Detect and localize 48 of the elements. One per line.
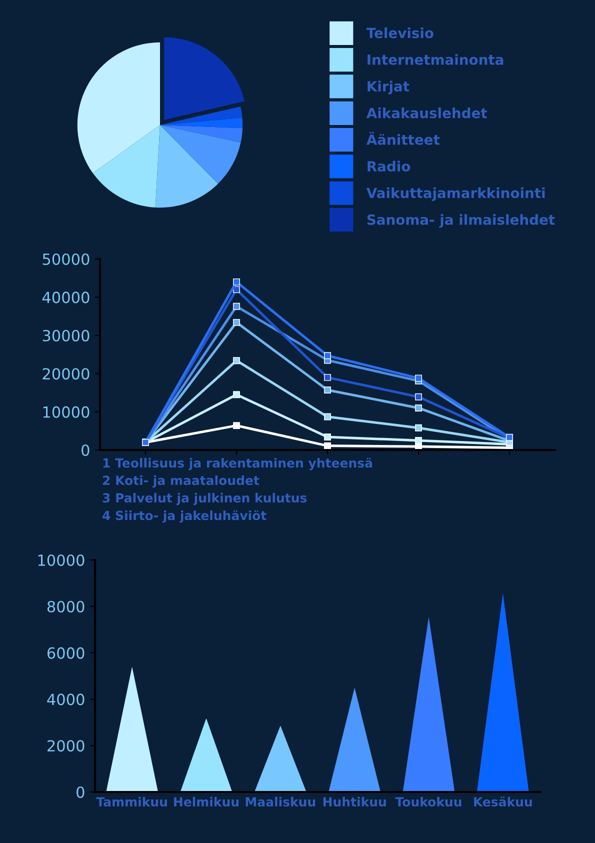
point: [324, 442, 331, 450]
y-tick-label: 8000: [47, 600, 84, 612]
legend-label: Televisio: [366, 28, 434, 38]
legend-label: Internetmainonta: [368, 54, 504, 65]
x-tick-label: Toukokuu: [395, 796, 462, 807]
legend-label: Radio: [368, 160, 410, 172]
y-tick-label: 6000: [47, 647, 84, 659]
text: 3 Palvelut ja julkinen kulutus: [102, 492, 307, 506]
x-tick-label: Maaliskuu: [246, 796, 316, 807]
point: [233, 391, 240, 398]
legend-label: Aikakauslehdet: [366, 108, 488, 118]
legend-label: Vaikuttajamarkkinointi: [366, 187, 545, 201]
x-tick-label: Huhtikuu: [323, 796, 386, 807]
point: [233, 422, 240, 430]
point: [324, 434, 331, 440]
point: [415, 393, 422, 400]
point: [233, 278, 240, 286]
y-tick-label: 10000: [43, 406, 90, 418]
y-tick-label: 10000: [38, 554, 84, 566]
point: [324, 374, 331, 381]
point: [415, 404, 422, 412]
point: [233, 286, 240, 294]
point: [324, 413, 331, 420]
legend-label: Kirjat: [368, 80, 410, 94]
y-tick-label: 40000: [42, 292, 90, 304]
point: [415, 424, 422, 432]
y-tick-label: 4000: [47, 694, 84, 706]
y-tick-label: 0: [76, 786, 84, 798]
y-tick-label: 50000: [42, 253, 90, 266]
point: [233, 318, 240, 326]
text: 1 Teollisuus ja rakentaminen yhteensä: [103, 458, 372, 470]
legend-label: Sanoma- ja ilmaislehdet: [367, 214, 555, 228]
legend-label: Äänitteet: [366, 132, 440, 145]
point: [415, 374, 422, 382]
point: [324, 386, 331, 394]
text: 2 Koti- ja maataloudet: [102, 475, 260, 488]
x-tick-label: Kesäkuu: [474, 796, 532, 807]
point: [415, 436, 422, 444]
text: 4 Siirto- ja jakeluhäviöt: [102, 510, 266, 523]
y-tick-label: 20000: [42, 368, 90, 380]
y-tick-label: 0: [82, 444, 90, 456]
y-tick-label: 30000: [42, 330, 90, 342]
point: [233, 302, 240, 310]
x-tick-label: Helmikuu: [174, 796, 239, 807]
y-tick-label: 2000: [48, 740, 84, 752]
x-tick-label: Tammikuu: [96, 796, 167, 807]
point: [324, 352, 331, 360]
point: [233, 357, 240, 364]
